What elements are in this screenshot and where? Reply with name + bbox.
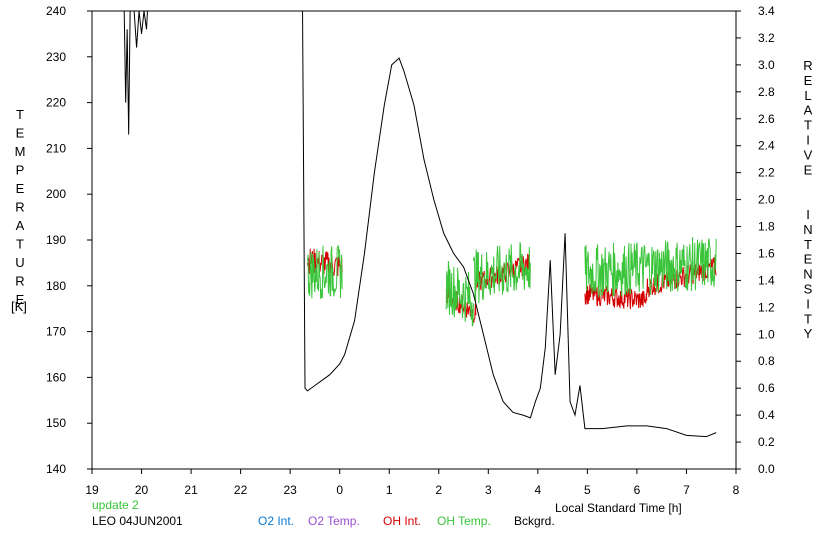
series-line: [445, 261, 474, 327]
right-tick-label: 0.2: [758, 435, 775, 449]
right-axis-title-letter: T: [804, 311, 812, 326]
right-axis-title-letter: T: [804, 237, 812, 252]
x-tick-label: 8: [733, 483, 740, 497]
x-tick-label: 1: [386, 483, 393, 497]
left-tick-label: 230: [46, 50, 66, 64]
right-axis-title-letter: A: [804, 103, 813, 118]
right-axis-title-letter: I: [806, 133, 810, 148]
legend-item: O2 Temp.: [308, 514, 360, 528]
right-axis-title-letter: I: [806, 296, 810, 311]
right-axis-title-letter: Y: [804, 326, 813, 341]
right-tick-label: 0.6: [758, 381, 775, 395]
left-tick-label: 170: [46, 325, 66, 339]
series-line: [584, 237, 717, 298]
station-label: LEO 04JUN2001: [92, 514, 183, 528]
left-axis-title-letter: T: [16, 107, 24, 122]
right-axis-title-letter: R: [803, 58, 812, 73]
right-axis-title-letter: I: [806, 207, 810, 222]
x-axis-label: Local Standard Time [h]: [555, 501, 682, 515]
right-tick-label: 3.4: [758, 4, 775, 18]
legend-item: O2 Int.: [258, 514, 294, 528]
plot-area: 1401501601701801902002102202302400.00.20…: [46, 4, 775, 497]
left-axis-unit: [K]: [11, 299, 27, 314]
legend-item: Bckgrd.: [514, 514, 555, 528]
left-axis-title-letter: E: [16, 292, 25, 307]
x-tick-label: 22: [234, 483, 248, 497]
left-axis-title-letter: U: [15, 255, 24, 270]
left-tick-label: 180: [46, 279, 66, 293]
right-axis-title-letter: E: [804, 162, 813, 177]
x-tick-label: 21: [184, 483, 198, 497]
left-axis-title-letter: T: [16, 237, 24, 252]
legend-item: OH Int.: [383, 514, 421, 528]
left-axis-title-letter: E: [16, 181, 25, 196]
right-axis-title-letter: N: [803, 267, 812, 282]
right-tick-label: 1.4: [758, 273, 775, 287]
left-axis-title-letter: R: [15, 200, 24, 215]
right-tick-label: 2.6: [758, 112, 775, 126]
early-spike: [123, 10, 148, 135]
x-tick-label: 3: [485, 483, 492, 497]
right-axis-title-letter: S: [804, 282, 813, 297]
right-tick-label: 2.0: [758, 193, 775, 207]
right-tick-label: 0.0: [758, 462, 775, 476]
legend-item: OH Temp.: [437, 514, 491, 528]
right-tick-label: 2.2: [758, 166, 775, 180]
right-axis-title-letter: E: [804, 252, 813, 267]
right-axis-title-letter: L: [804, 88, 811, 103]
right-tick-label: 0.8: [758, 354, 775, 368]
right-tick-label: 1.8: [758, 220, 775, 234]
left-tick-label: 240: [46, 4, 66, 18]
status-text: update 2: [92, 498, 139, 512]
right-tick-label: 3.2: [758, 31, 775, 45]
series-line: [302, 10, 717, 438]
x-tick-label: 6: [634, 483, 641, 497]
legend: O2 Int. O2 Temp. OH Int. OH Temp. Bckgrd.: [258, 514, 555, 528]
left-tick-label: 190: [46, 233, 66, 247]
right-axis-title-letter: N: [803, 222, 812, 237]
plot-frame: [91, 10, 737, 470]
series-line: [306, 245, 343, 300]
right-axis-title-letter: T: [804, 118, 812, 133]
x-tick-label: 2: [435, 483, 442, 497]
x-tick-label: 23: [283, 483, 297, 497]
right-tick-label: 1.0: [758, 327, 775, 341]
right-tick-label: 1.2: [758, 300, 775, 314]
left-axis-title-letter: P: [16, 163, 25, 178]
right-tick-label: 2.4: [758, 139, 775, 153]
x-tick-label: 7: [683, 483, 690, 497]
x-tick-label: 4: [535, 483, 542, 497]
right-tick-label: 3.0: [758, 58, 775, 72]
series-line: [472, 242, 531, 304]
left-axis-title-letter: A: [16, 218, 25, 233]
right-tick-label: 2.8: [758, 85, 775, 99]
left-axis-title-letter: R: [15, 274, 24, 289]
right-axis-title-letter: E: [804, 73, 813, 88]
left-tick-label: 140: [46, 462, 66, 476]
x-tick-label: 0: [336, 483, 343, 497]
left-tick-label: 220: [46, 96, 66, 110]
x-tick-label: 19: [85, 483, 99, 497]
x-tick-label: 20: [135, 483, 149, 497]
left-axis-title-letter: M: [15, 144, 26, 159]
left-tick-label: 210: [46, 141, 66, 155]
left-tick-label: 160: [46, 370, 66, 384]
right-axis-title-letter: V: [804, 147, 813, 162]
right-tick-label: 0.4: [758, 408, 775, 422]
left-tick-label: 150: [46, 416, 66, 430]
x-tick-label: 5: [584, 483, 591, 497]
left-tick-label: 200: [46, 187, 66, 201]
right-tick-label: 1.6: [758, 246, 775, 260]
left-axis-title-letter: E: [16, 126, 25, 141]
